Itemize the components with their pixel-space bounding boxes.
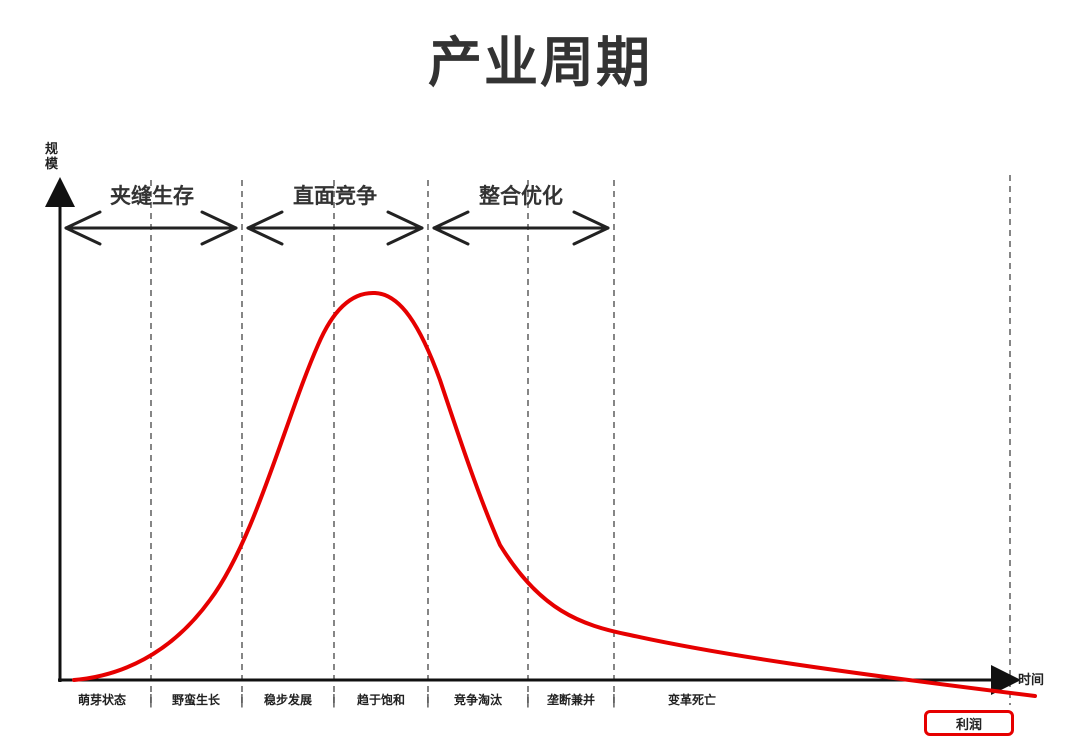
stage-label-4: 趋于饱和 bbox=[357, 692, 405, 707]
stage-label-2: 野蛮生长 bbox=[172, 692, 221, 707]
phase-arrow-1 bbox=[64, 210, 238, 246]
stage-separator-2: | bbox=[240, 693, 244, 708]
phase-arrow-3 bbox=[432, 210, 610, 246]
phase-label-3: 整合优化 bbox=[479, 184, 563, 208]
stage-separator-5: | bbox=[526, 693, 530, 708]
phase-arrows bbox=[64, 210, 610, 246]
phase-label-2: 直面竞争 bbox=[293, 184, 377, 208]
stage-label-3: 稳步发展 bbox=[264, 692, 312, 707]
stage-label-1: 萌芽状态 bbox=[78, 692, 126, 707]
y-axis-label-1: 规 bbox=[45, 142, 58, 157]
stage-separator-3: | bbox=[332, 693, 336, 708]
phase-arrow-2 bbox=[246, 210, 424, 246]
profit-curve bbox=[72, 290, 1037, 698]
stage-label-7: 变革死亡 bbox=[668, 692, 716, 707]
legend-profit: 利润 bbox=[924, 710, 1014, 736]
stage-separator-6: | bbox=[612, 693, 616, 708]
y-axis-label-2: 模 bbox=[45, 156, 59, 172]
phase-label-1: 夹缝生存 bbox=[110, 184, 194, 208]
stage-label-5: 竞争淘汰 bbox=[454, 692, 503, 707]
x-axis-label: 时间 bbox=[1018, 672, 1044, 688]
stage-dividers bbox=[150, 175, 1011, 705]
stage-label-6: 垄断兼并 bbox=[547, 692, 595, 707]
stage-separator-4: | bbox=[426, 693, 430, 708]
stage-labels: 萌芽状态 | 野蛮生长 | 稳步发展 | 趋于饱和 | 竞争淘汰 | 垄断兼并 … bbox=[78, 692, 716, 708]
page-title: 产业周期 bbox=[428, 31, 652, 94]
stage-separator-1: | bbox=[149, 693, 153, 708]
